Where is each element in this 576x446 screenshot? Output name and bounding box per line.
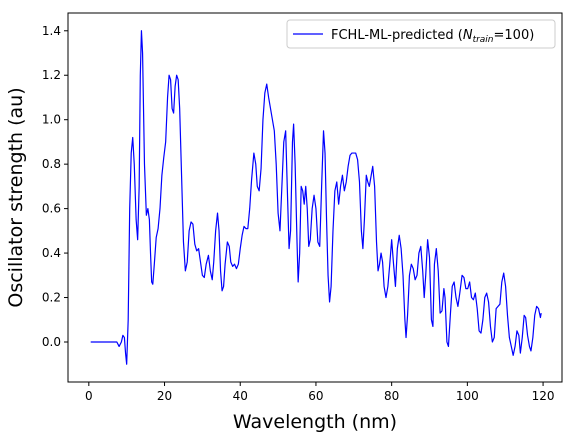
y-tick-label: 0.8 [42, 157, 61, 171]
y-tick-label: 1.0 [42, 113, 61, 127]
x-tick-label: 80 [384, 389, 399, 403]
plot-layer [90, 30, 542, 365]
legend-box [286, 19, 556, 49]
legend-label-n: N [463, 28, 473, 43]
x-tick-label: 40 [233, 389, 248, 403]
x-tick-label: 0 [85, 389, 93, 403]
legend-label-subscript: train [473, 35, 494, 45]
ticks-layer: 0 20 40 60 80 100 120 0.0 0.2 0.4 0.6 0.8 1.0 1.2 1.4 [42, 24, 555, 403]
legend-label: FCHL-ML-predicted (Ntrain=100) [331, 28, 534, 45]
x-tick-label: 20 [157, 389, 172, 403]
x-tick-label: 60 [308, 389, 323, 403]
y-tick-label: 0.6 [42, 202, 61, 216]
plot-frame [67, 12, 563, 383]
legend: FCHL-ML-predicted (Ntrain=100) [286, 19, 556, 49]
x-tick-label: 120 [532, 389, 555, 403]
y-tick-label: 0.2 [42, 291, 61, 305]
y-tick-label: 1.4 [42, 24, 61, 38]
y-tick-label: 1.2 [42, 68, 61, 82]
legend-label-tail: =100) [494, 28, 535, 43]
legend-label-main: FCHL-ML-predicted ( [331, 28, 463, 43]
x-tick-label: 100 [456, 389, 479, 403]
series-line [90, 30, 542, 365]
y-tick-label: 0.0 [42, 335, 61, 349]
x-axis-label: Wavelength (nm) [233, 411, 397, 433]
y-axis-label: Oscillator strength (au) [5, 87, 27, 307]
y-tick-label: 0.4 [42, 246, 61, 260]
